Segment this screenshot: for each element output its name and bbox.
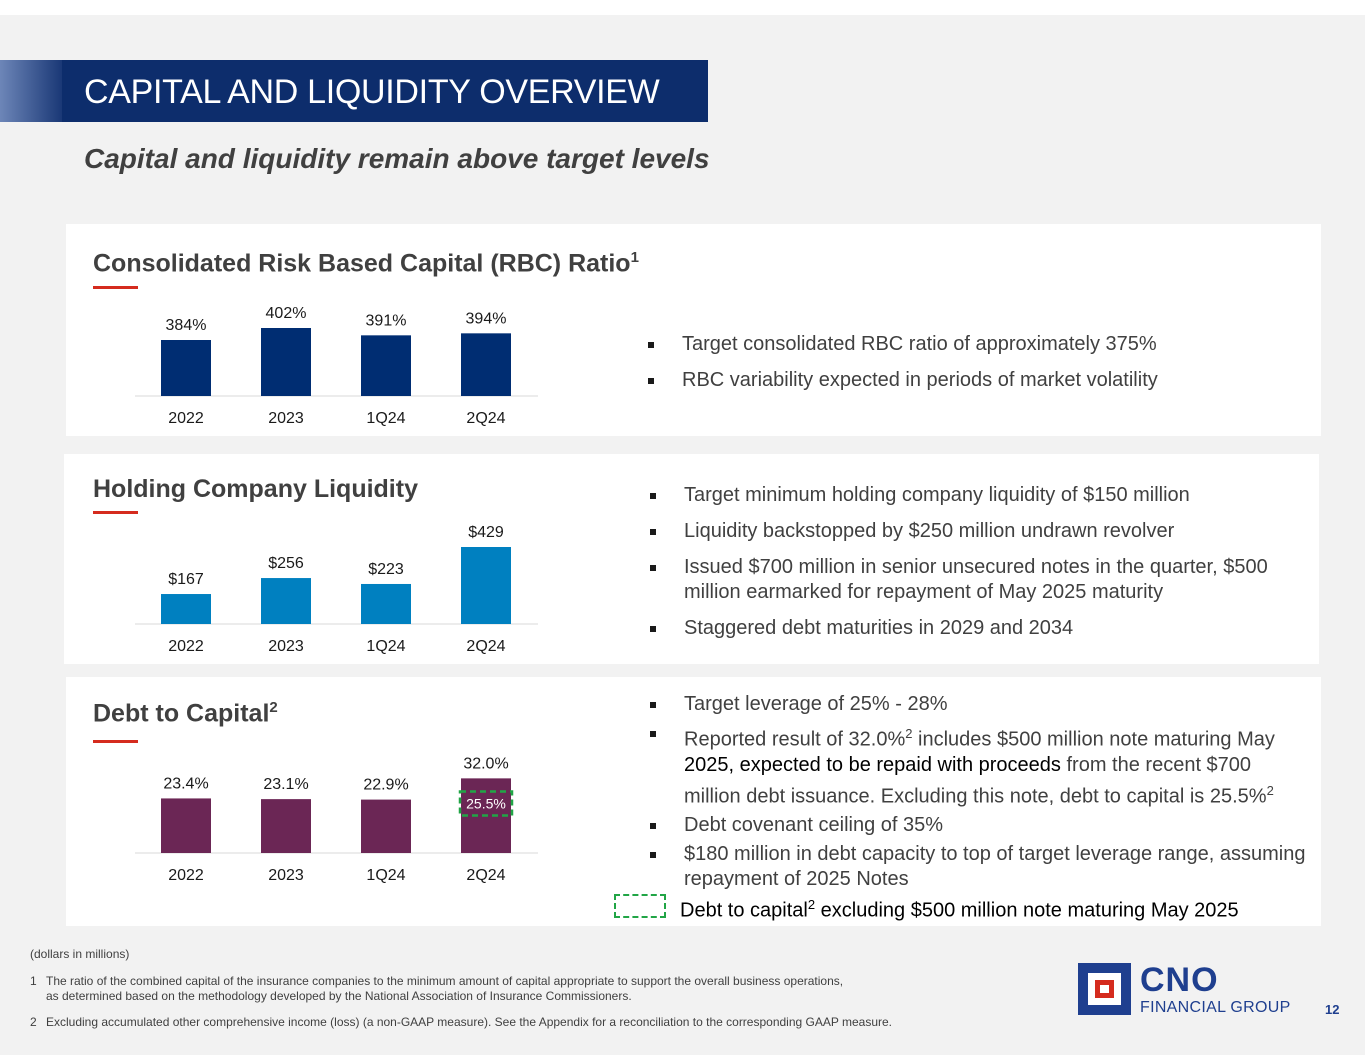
page-title: CAPITAL AND LIQUIDITY OVERVIEW <box>84 73 660 111</box>
bullet-item: Target consolidated RBC ratio of approxi… <box>648 332 1268 357</box>
data-label: $429 <box>468 524 504 541</box>
units-note: (dollars in millions) <box>30 947 130 961</box>
rbc-chart: 384% 2022 402% 2023 391% 1Q24 394% 2Q24 <box>135 305 538 427</box>
legend-swatch <box>614 894 666 918</box>
debt-title: Debt to Capital2 <box>93 699 278 728</box>
liquidity-accent-bar <box>93 511 138 514</box>
footnote-1: 1 The ratio of the combined capital of th… <box>30 974 844 1003</box>
liquidity-panel <box>64 454 1319 664</box>
bar <box>261 799 311 853</box>
rbc-title-footnote: 1 <box>630 249 639 266</box>
rbc-bullets: Target consolidated RBC ratio of approxi… <box>648 332 1268 393</box>
x-tick-label: 2022 <box>168 410 204 427</box>
cno-logo-icon <box>1078 963 1131 1015</box>
debt-accent-bar <box>93 740 138 743</box>
data-label: $223 <box>368 561 404 578</box>
data-label: 23.4% <box>163 775 208 792</box>
bullet-item: Reported result of 32.0%2 includes $500 … <box>650 721 1310 809</box>
bar <box>261 328 311 396</box>
page-subtitle: Capital and liquidity remain above targe… <box>84 143 710 174</box>
data-label: 402% <box>266 305 307 322</box>
debt-title-text: Debt to Capital <box>93 699 270 728</box>
x-tick-label: 2Q24 <box>466 638 505 655</box>
x-tick-label: 2Q24 <box>466 867 505 884</box>
bar <box>361 583 411 624</box>
bar <box>461 333 511 396</box>
page-number: 12 <box>1325 1002 1340 1017</box>
x-tick-label: 2023 <box>268 638 304 655</box>
data-label: 394% <box>466 310 507 327</box>
bar <box>161 594 211 624</box>
rbc-accent-bar <box>93 286 138 289</box>
bar <box>461 547 511 624</box>
x-tick-label: 2022 <box>168 638 204 655</box>
x-tick-label: 1Q24 <box>366 410 405 427</box>
bullet-item: Target leverage of 25% - 28% <box>650 692 1310 717</box>
x-tick-label: 2Q24 <box>466 410 505 427</box>
debt-bullets: Target leverage of 25% - 28% Reported re… <box>650 692 1310 892</box>
rbc-title-text: Consolidated Risk Based Capital (RBC) Ra… <box>93 249 631 278</box>
logo-tagline: FINANCIAL GROUP <box>1140 999 1291 1016</box>
excluding-note-highlight <box>458 790 514 817</box>
liquidity-title: Holding Company Liquidity <box>93 475 418 503</box>
bullet-item: $180 million in debt capacity to top of … <box>650 842 1310 892</box>
legend-label: Debt to capital2 excluding $500 million … <box>680 897 1239 922</box>
liquidity-bullets: Target minimum holding company liquidity… <box>650 483 1270 641</box>
liquidity-chart: $167 2022 $256 2023 $223 1Q24 $429 2Q24 <box>135 524 538 655</box>
data-label: 391% <box>366 312 407 329</box>
bullet-item: Liquidity backstopped by $250 million un… <box>650 519 1270 544</box>
data-label: 32.0% <box>463 755 508 772</box>
bar <box>361 335 411 396</box>
data-label: $167 <box>168 571 204 588</box>
bar <box>161 340 211 396</box>
bullet-item: Staggered debt maturities in 2029 and 20… <box>650 616 1270 641</box>
x-tick-label: 1Q24 <box>366 638 405 655</box>
footnote-2: 2 Excluding accumulated other comprehensi… <box>30 1015 893 1029</box>
bar <box>261 578 311 624</box>
x-tick-label: 2023 <box>268 410 304 427</box>
data-label: 384% <box>166 317 207 334</box>
bar <box>161 798 211 853</box>
debt-chart: 23.4% 2022 23.1% 2023 22.9% 1Q24 32.0% 2Q24 25.5… <box>135 755 538 884</box>
x-tick-label: 1Q24 <box>366 867 405 884</box>
debt-title-footnote: 2 <box>269 699 278 716</box>
data-label: 23.1% <box>263 776 308 793</box>
x-tick-label: 2023 <box>268 867 304 884</box>
data-label: $256 <box>268 555 304 572</box>
title-band-accent <box>0 60 62 122</box>
bullet-item: Issued $700 million in senior unsecured … <box>650 555 1270 605</box>
x-tick-label: 2022 <box>168 867 204 884</box>
bullet-item: RBC variability expected in periods of m… <box>648 368 1268 393</box>
excluding-note-label: 25.5% <box>466 796 506 812</box>
title-band <box>0 60 708 122</box>
data-label: 22.9% <box>363 777 408 794</box>
bullet-item: Debt covenant ceiling of 35% <box>650 813 1310 838</box>
logo-name: CNO <box>1140 961 1219 999</box>
bullet-item: Target minimum holding company liquidity… <box>650 483 1270 508</box>
bar <box>361 799 411 853</box>
rbc-title: Consolidated Risk Based Capital (RBC) Ra… <box>93 249 639 278</box>
